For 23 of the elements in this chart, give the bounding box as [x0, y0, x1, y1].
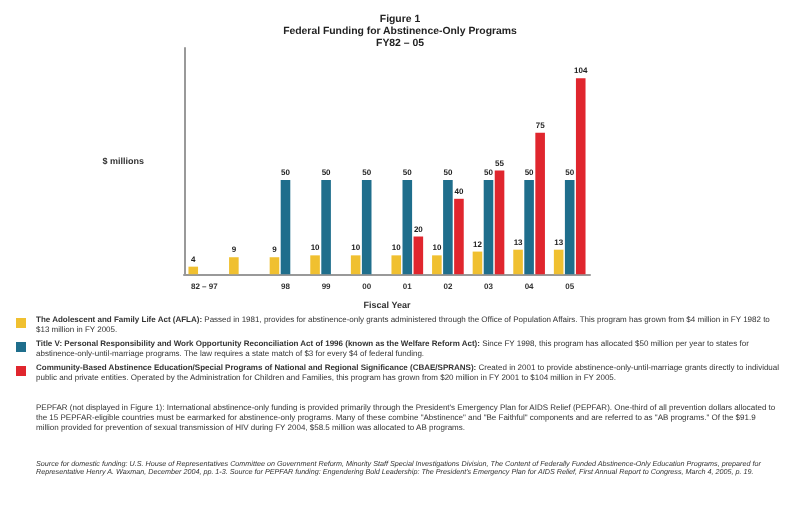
bar	[553, 249, 564, 275]
bar	[564, 179, 575, 275]
bar	[524, 179, 534, 275]
bar	[229, 257, 239, 275]
bar	[454, 198, 464, 275]
bar	[321, 179, 331, 275]
bar	[535, 132, 545, 275]
bar	[310, 255, 320, 275]
bar	[269, 257, 280, 275]
bar	[280, 179, 291, 275]
bar	[413, 236, 424, 275]
bar	[443, 179, 453, 275]
bar	[472, 251, 483, 275]
bar	[483, 179, 494, 275]
bar	[391, 255, 402, 275]
bar	[494, 170, 505, 275]
bar	[513, 249, 523, 275]
bar	[402, 179, 413, 275]
bar	[350, 255, 361, 275]
bar	[188, 266, 199, 275]
bar	[361, 179, 372, 275]
bar	[432, 255, 442, 275]
bar	[575, 78, 586, 275]
